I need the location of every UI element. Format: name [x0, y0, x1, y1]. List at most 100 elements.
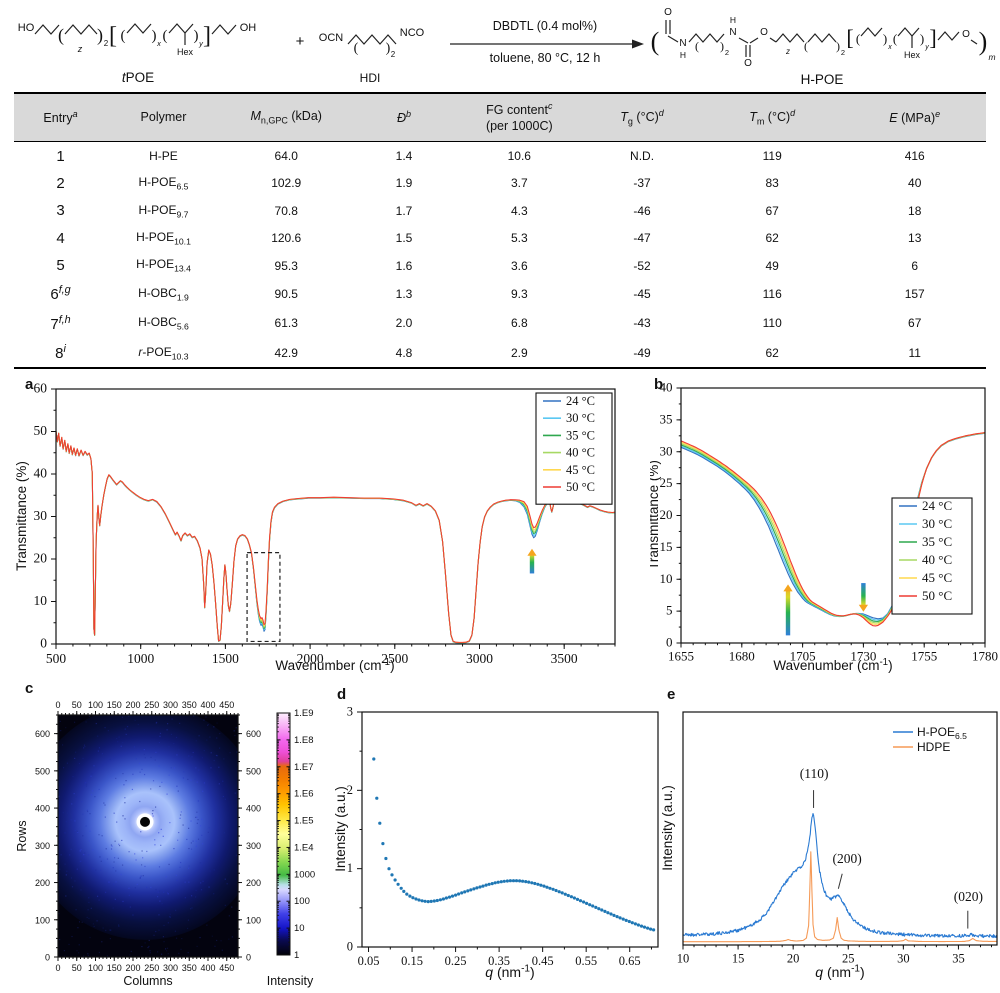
tick-label: 300	[163, 963, 178, 973]
plot-frame	[55, 388, 616, 645]
tick-label: 400	[35, 804, 50, 814]
tpoe-oh: OH	[240, 22, 257, 34]
legend-label: 40 °C	[922, 552, 952, 567]
tick-label: 400	[246, 804, 261, 814]
tick-label: 0	[40, 636, 47, 651]
ftir-series-45 °C	[55, 431, 616, 644]
tick-label: 400	[200, 700, 215, 710]
paren: (	[893, 31, 897, 46]
carbonyl-o: O	[664, 7, 672, 18]
legend-label: 45 °C	[566, 463, 595, 477]
paren: )	[920, 31, 924, 46]
column-header: Polymer	[107, 93, 220, 143]
tick-label: 40	[34, 466, 48, 481]
panel-letter-e: e	[667, 686, 676, 703]
amide-h: H	[680, 50, 686, 60]
gradient-arrow-head	[527, 548, 537, 556]
tick-label: 10	[677, 952, 690, 966]
hex-label: Hex	[904, 50, 921, 60]
colorbar-tick-label: 1.E6	[294, 789, 314, 800]
value-cell: 9.3	[510, 286, 528, 301]
sub-y: y	[924, 44, 929, 51]
table-row: 6f,g H-OBC1.9 90.5 1.3 9.3 -45 116 157	[14, 279, 986, 308]
hpoe-label: H-POE	[801, 72, 844, 87]
tick-label: 250	[144, 963, 159, 973]
tick-label: 300	[35, 841, 50, 851]
tick-label: 35	[952, 952, 965, 966]
tick-label: 10	[34, 593, 48, 608]
paren: (	[354, 41, 359, 56]
table-header: Entrya Polymer Mn,GPC (kDa) Đb FG contentc (p…	[14, 93, 986, 143]
tick-label: 3500	[551, 651, 578, 666]
tick-label: 1780	[972, 649, 998, 664]
colorbar-tick-label: 1	[294, 950, 299, 961]
paren: (	[856, 31, 860, 46]
value-cell: -37	[633, 176, 651, 191]
tick-label: 150	[107, 963, 122, 973]
tick-label: 30	[897, 952, 910, 966]
legend: 24 °C 30 °C 35 °C 40 °C 45 °C 50 °C	[891, 497, 973, 615]
tick-label: 1730	[850, 649, 876, 664]
x-axis-title: Wavenumber (cm-1)	[773, 657, 892, 673]
tick-label: 0.55	[575, 954, 597, 968]
value-cell: -43	[633, 316, 651, 331]
colorbar-tick-label: 1.E8	[294, 735, 314, 746]
panel-saxs: d 0.05 0.15 0.25 0.35 0.45 0.55 0.65 0 1 2 3 Intens…	[335, 678, 660, 993]
tick-label: 10	[660, 571, 673, 586]
y-axis-title: Intensity (a.u.)	[660, 785, 675, 871]
value-cell: 110	[762, 316, 782, 331]
tick-label: 150	[107, 700, 122, 710]
bond-chain	[688, 33, 725, 43]
colorbar	[277, 713, 290, 955]
tick-label: 500	[46, 651, 67, 666]
tick-label: 1000	[127, 651, 154, 666]
value-cell: 6.8	[510, 316, 528, 331]
backbone-o: O	[962, 29, 970, 40]
hdi-ocn: OCN	[319, 32, 344, 44]
entry-cell: 2	[56, 174, 65, 192]
polymer-cell: H-OBC1.9	[138, 285, 189, 303]
value-cell: 49	[765, 258, 779, 273]
legend-label: 50 °C	[922, 588, 952, 603]
value-cell: 70.8	[274, 203, 298, 218]
ftir-series-40 °C	[55, 431, 616, 644]
column-header: Tm (°C)d	[700, 93, 844, 143]
tick-label: 1655	[668, 649, 694, 664]
bracket: ]	[929, 25, 936, 50]
entry-cell: 5	[56, 257, 65, 275]
value-cell: 1.4	[395, 149, 413, 164]
colorbar-tick-label: 1.E5	[294, 816, 314, 827]
bond-chain	[64, 24, 98, 35]
tick-label: 1755	[911, 649, 937, 664]
panel-ftir-zoom: b 1655 1680 1705 1730 1755 1780 0 5 10 15 20 25 30 35…	[650, 372, 1000, 678]
tick-label: 200	[246, 878, 261, 888]
colorbar-tick-label: 1000	[294, 869, 315, 880]
tick-label: 100	[88, 963, 103, 973]
value-cell: 62	[765, 345, 779, 360]
bond-chain	[937, 31, 960, 41]
value-cell: 1.3	[395, 286, 413, 301]
paren: )	[386, 41, 391, 56]
tick-label: 100	[35, 915, 50, 925]
entry-cell: 7f,h	[50, 313, 71, 333]
tick-label: 200	[125, 963, 140, 973]
tick-label: 40	[660, 380, 673, 395]
urethane-n: N	[729, 27, 736, 38]
value-cell: 10.6	[507, 149, 531, 164]
panel-waxs: e 10 15 20 25 30 35 (110) (200) (020) H-POE6.5 HDP…	[660, 678, 1000, 993]
bond-chain	[897, 27, 920, 37]
table-row: 8i r-POE10.3 42.9 4.8 2.9 -49 62 11	[14, 338, 986, 368]
panel-ftir-full: a 500 1000 1500 2000 2500 3000 3500 0 10 20 30 40 50…	[10, 372, 655, 678]
x-axis-ticks: 0 50 100 150 200 250 300 350 400 450	[55, 957, 234, 973]
paren: )	[836, 39, 840, 53]
peak-annotation: (110)	[800, 766, 829, 781]
tick-label: 35	[660, 411, 673, 426]
tick-label: 1680	[729, 649, 755, 664]
tick-label: 15	[732, 952, 745, 966]
panel-letter-d: d	[337, 686, 347, 703]
detector-2d-image	[58, 715, 238, 957]
value-cell: 67	[765, 203, 779, 218]
x-axis-title: Columns	[123, 974, 172, 988]
paren: )	[720, 39, 724, 53]
